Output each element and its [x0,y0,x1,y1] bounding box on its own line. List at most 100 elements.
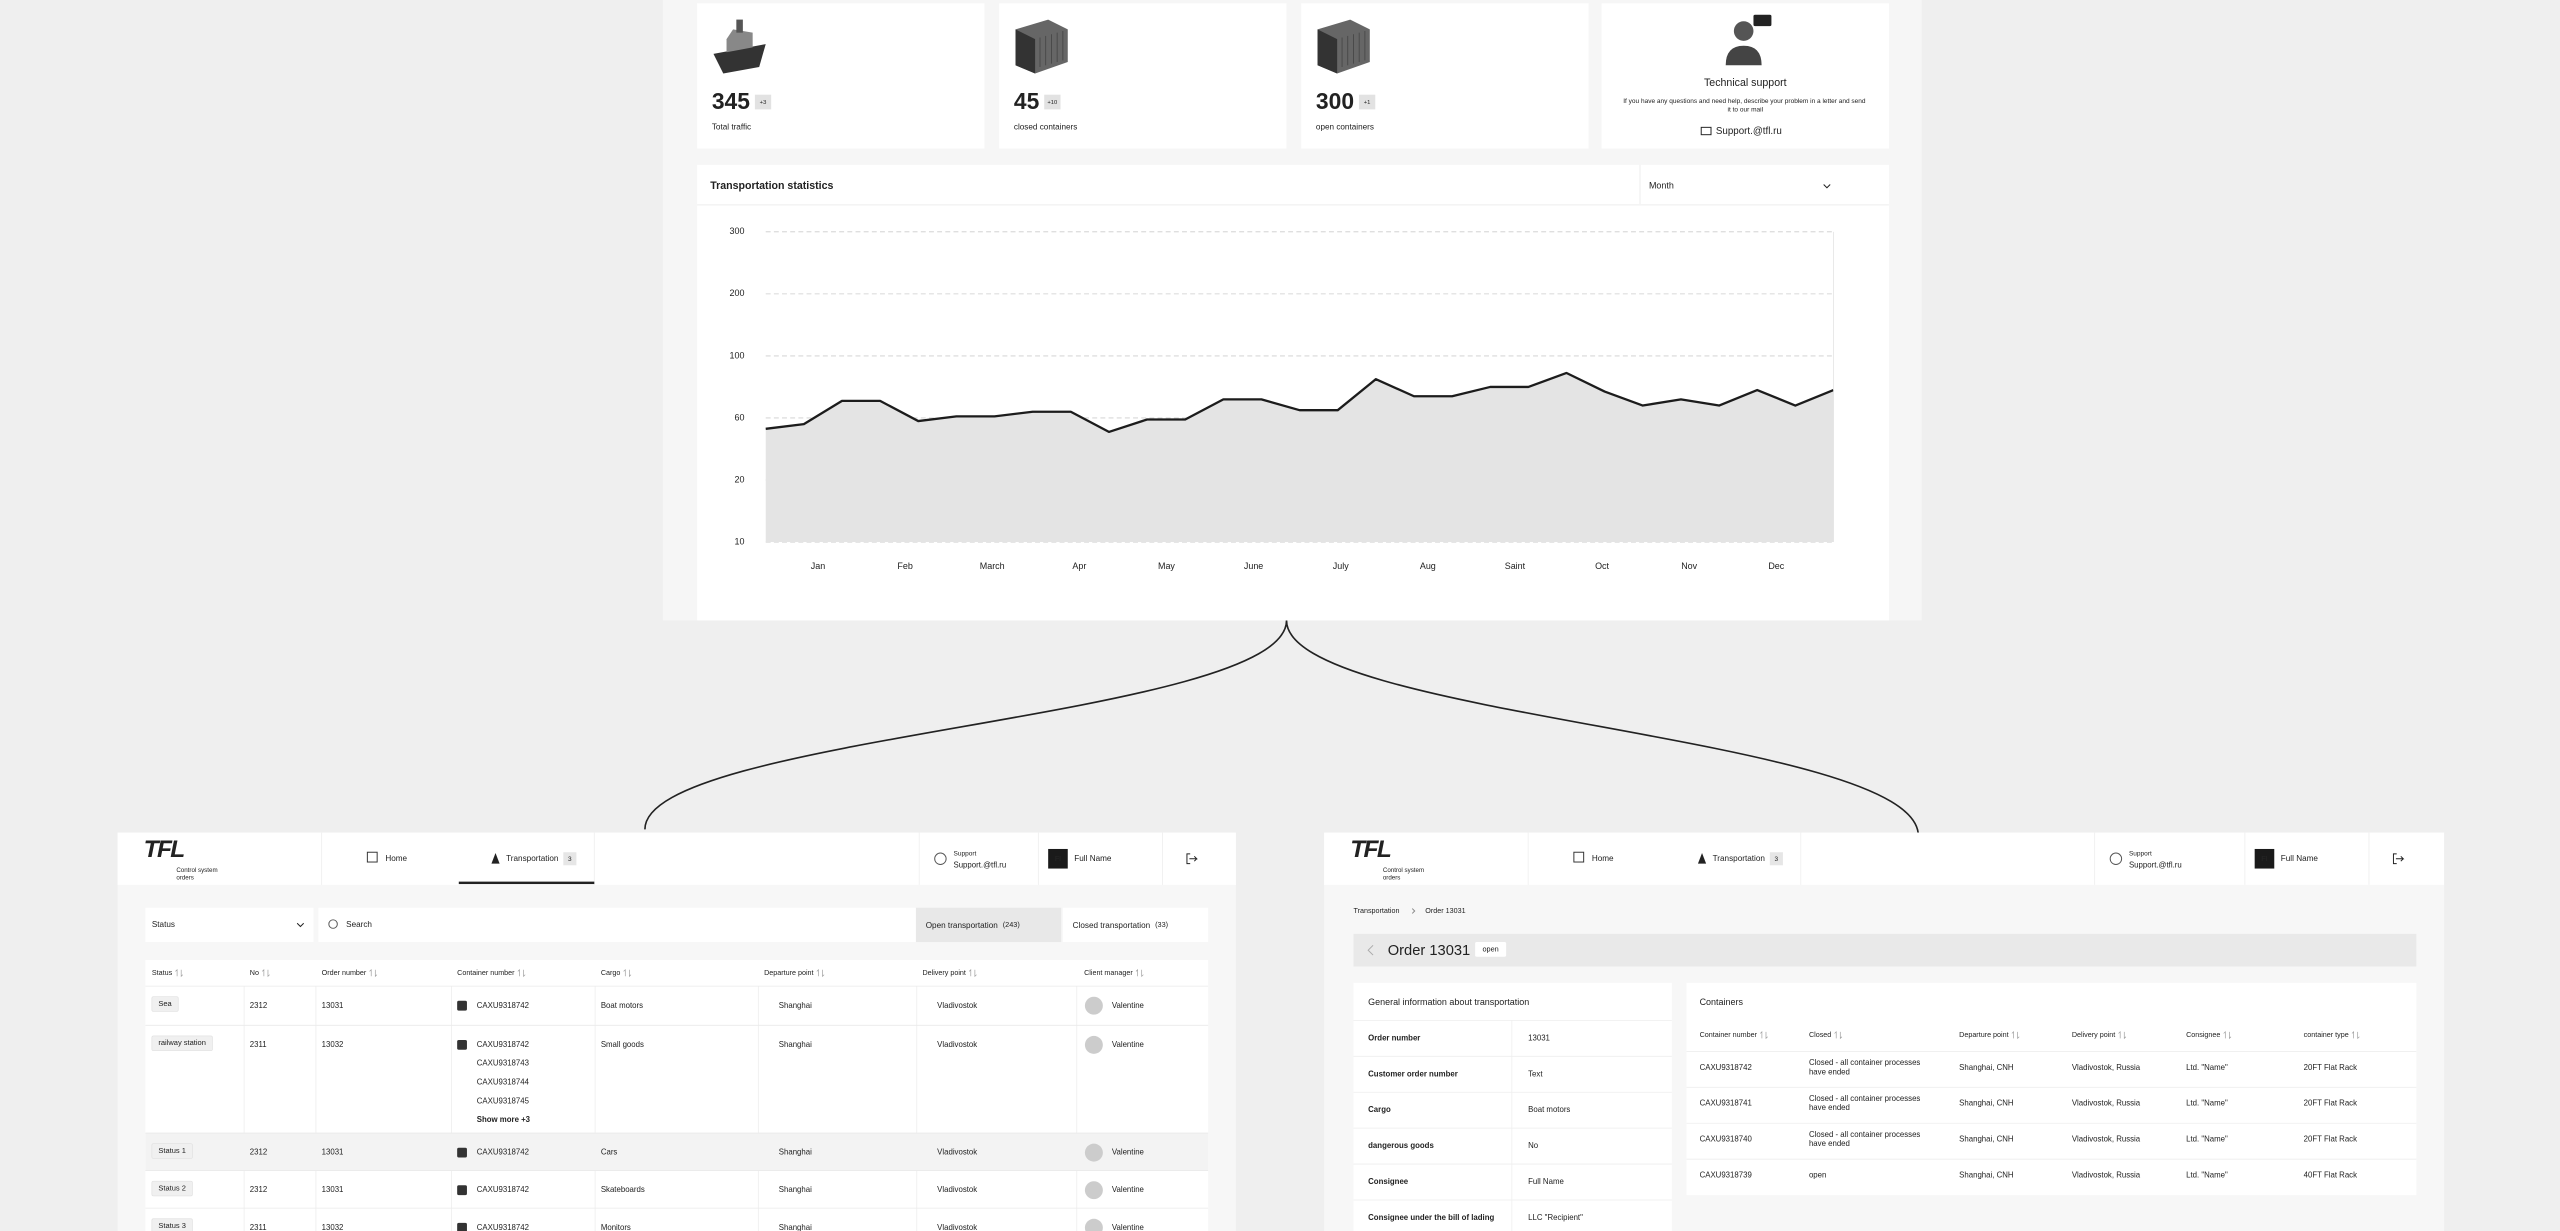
cell-delivery: Vladivostok [937,1223,977,1231]
container-icon [457,1039,467,1050]
period-dropdown[interactable]: Month [1649,180,1674,190]
cell-manager: Valentine [1112,1040,1144,1049]
containers-cell: Shanghai, CNH [1959,1135,2014,1144]
logout-icon[interactable] [2392,853,2405,865]
nav-transportation[interactable]: Transportation [1713,854,1765,863]
status-pill-text: Status 3 [158,1221,186,1230]
sort-icon [623,968,632,978]
support-text: If you have any questions and need help,… [1623,98,1867,113]
logout-icon[interactable] [1186,853,1198,865]
containers-cell: CAXU9318742 [1700,1063,1752,1072]
search-icon [328,919,338,929]
nav-icon [491,853,500,864]
column-header: Order number [322,969,367,977]
cell-manager: Valentine [1112,1223,1144,1231]
active-underline [458,881,595,885]
back-icon[interactable] [1367,944,1374,956]
search-box[interactable] [318,907,916,943]
container-icon [1317,29,1338,74]
cell-cargo: Cars [601,1148,618,1157]
cell-no: 2311 [250,1040,267,1049]
sort-icon [2223,1031,2232,1040]
column-header: Status [152,969,173,977]
y-tick-label: 200 [730,288,745,298]
containers-cell: Closed - all container processes have en… [1809,1094,1923,1112]
x-tick-label: July [1333,561,1349,571]
cell-order: 13031 [322,1185,344,1194]
info-value: Full Name [1528,1177,1564,1186]
container-icon [457,1000,467,1011]
x-tick-label: May [1158,561,1175,571]
cell-cargo: Skateboards [601,1185,645,1194]
nav-home[interactable]: Home [1592,854,1614,863]
stat-value: 300 [1316,88,1354,114]
nav-bar [1324,832,2445,885]
stat-badge-text: +1 [1364,100,1371,106]
stat-card [697,3,985,149]
stat-badge-text: +3 [760,100,767,106]
cell-container: CAXU9318743 [477,1059,530,1068]
support-icon [1725,45,1762,66]
containers-cell: open [1809,1171,1826,1180]
nav-badge [1769,852,1783,866]
status-pill [151,1143,193,1159]
stat-badge-text: +10 [1047,100,1058,106]
support-email: Support.@tfl.ru [2129,860,2182,869]
cell-order: 13031 [322,1148,344,1157]
nav-home[interactable]: Home [385,854,407,863]
status-badge-text: open [1482,945,1498,954]
x-tick-label: Nov [1681,561,1697,571]
containers-cell: Ltd. "Name" [2186,1171,2228,1180]
containers-cell: Closed - all container processes have en… [1809,1058,1923,1076]
stat-badge [1358,94,1376,110]
cell-departure: Shanghai [779,1001,812,1010]
nav-icon [1697,853,1707,864]
column-header: Client manager [1084,969,1133,977]
y-tick-label: 20 [735,474,745,484]
stat-badge [754,94,772,110]
tab[interactable] [1062,907,1209,943]
show-more[interactable]: Show more +3 [477,1115,531,1124]
cell-delivery: Vladivostok [937,1148,977,1157]
sort-icon [262,968,270,978]
column-header: Container number [1700,1031,1758,1039]
column-header: Departure point [764,969,813,977]
y-tick-label: 10 [735,536,745,546]
table [145,959,1209,1231]
sort-icon [2011,1031,2020,1040]
logo: TFL [144,836,185,863]
cell-delivery: Vladivostok [937,1185,977,1194]
containers-cell: Ltd. "Name" [2186,1063,2228,1072]
info-value: Boat motors [1528,1105,1570,1114]
support-icon [934,852,947,865]
stat-value: 345 [712,88,750,114]
y-tick-label: 60 [735,412,745,422]
support-icon [2109,852,2123,865]
breadcrumb[interactable]: Transportation [1353,907,1399,915]
sort-icon [369,968,378,978]
cell-no: 2312 [250,1148,267,1157]
containers-cell: Vladivostok, Russia [2072,1135,2141,1144]
status-select[interactable] [145,907,314,943]
cell-container: CAXU9318742 [477,1001,529,1010]
status-pill-text: Status 1 [158,1146,186,1155]
containers-cell: Vladivostok, Russia [2072,1099,2141,1108]
column-header: Closed [1809,1031,1831,1039]
containers-cell: CAXU9318740 [1700,1135,1753,1144]
tab[interactable] [915,907,1062,943]
mail-icon [1700,126,1712,136]
y-tick-label: 300 [730,226,745,236]
chevron-icon [1823,184,1831,189]
nav-transportation[interactable]: Transportation [506,854,558,863]
support-email: Support.@tfl.ru [953,860,1006,869]
breadcrumb-current: Order 13031 [1425,907,1465,915]
avatar [1048,848,1068,869]
sort-icon [2351,1031,2360,1040]
status-pill-text: Status 2 [158,1184,186,1193]
manager-avatar [1084,1218,1103,1231]
cell-container: CAXU9318742 [477,1040,529,1049]
sort-icon [517,968,526,978]
tab-count: (33) [1155,920,1168,929]
containers-cell: 20FT Flat Rack [2304,1063,2357,1072]
